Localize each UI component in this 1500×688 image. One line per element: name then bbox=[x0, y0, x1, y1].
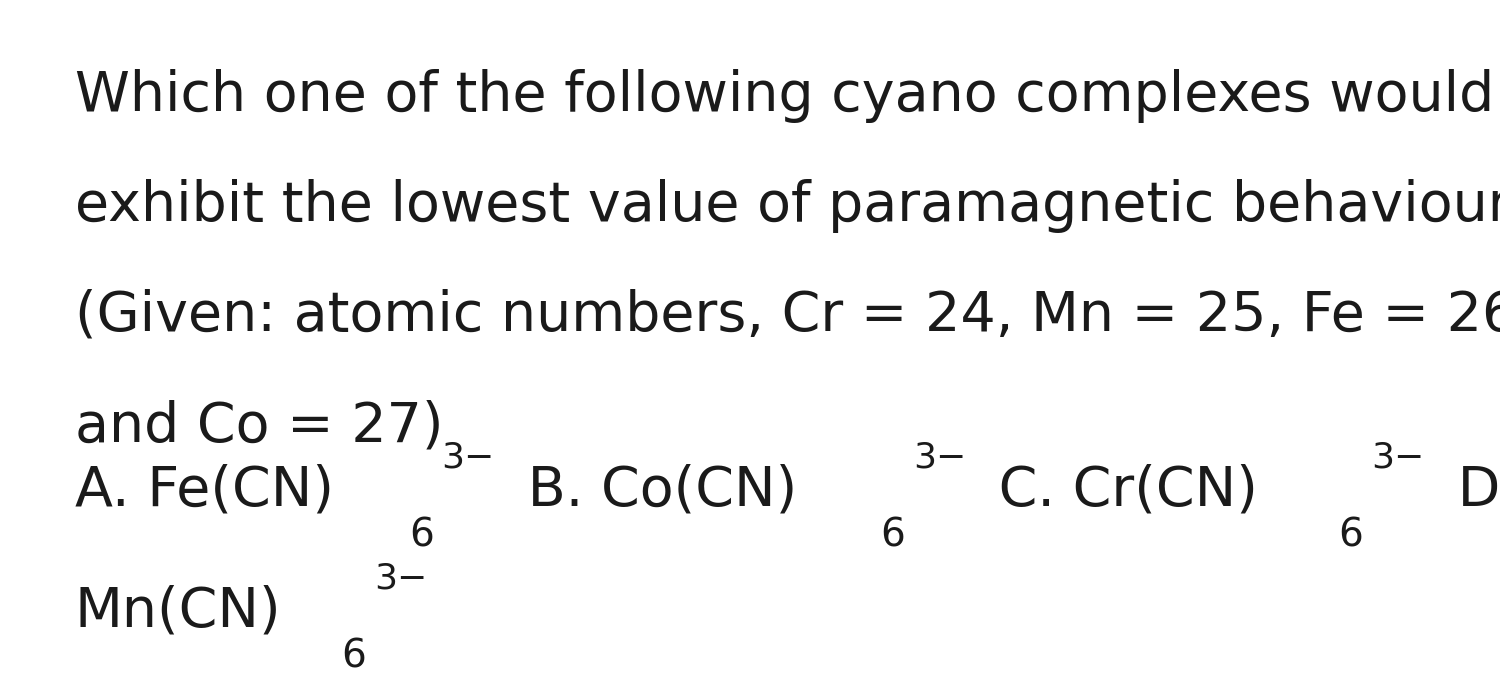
Text: A. Fe(CN): A. Fe(CN) bbox=[75, 464, 334, 517]
Text: 3−: 3− bbox=[441, 441, 495, 475]
Text: 6: 6 bbox=[1338, 517, 1364, 555]
Text: and Co = 27): and Co = 27) bbox=[75, 399, 444, 453]
Text: C. Cr(CN): C. Cr(CN) bbox=[981, 464, 1258, 517]
Text: 6: 6 bbox=[880, 517, 906, 555]
Text: 3−: 3− bbox=[374, 561, 427, 595]
Text: exhibit the lowest value of paramagnetic behaviour?: exhibit the lowest value of paramagnetic… bbox=[75, 179, 1500, 233]
Text: Mn(CN): Mn(CN) bbox=[75, 584, 282, 638]
Text: Which one of the following cyano complexes would: Which one of the following cyano complex… bbox=[75, 69, 1494, 122]
Text: D.: D. bbox=[1440, 464, 1500, 517]
Text: 6: 6 bbox=[342, 637, 366, 676]
Text: B. Co(CN): B. Co(CN) bbox=[510, 464, 798, 517]
Text: (Given: atomic numbers, Cr = 24, Mn = 25, Fe = 26: (Given: atomic numbers, Cr = 24, Mn = 25… bbox=[75, 289, 1500, 343]
Text: 3−: 3− bbox=[912, 441, 966, 475]
Text: 6: 6 bbox=[410, 517, 434, 555]
Text: 3−: 3− bbox=[1371, 441, 1423, 475]
